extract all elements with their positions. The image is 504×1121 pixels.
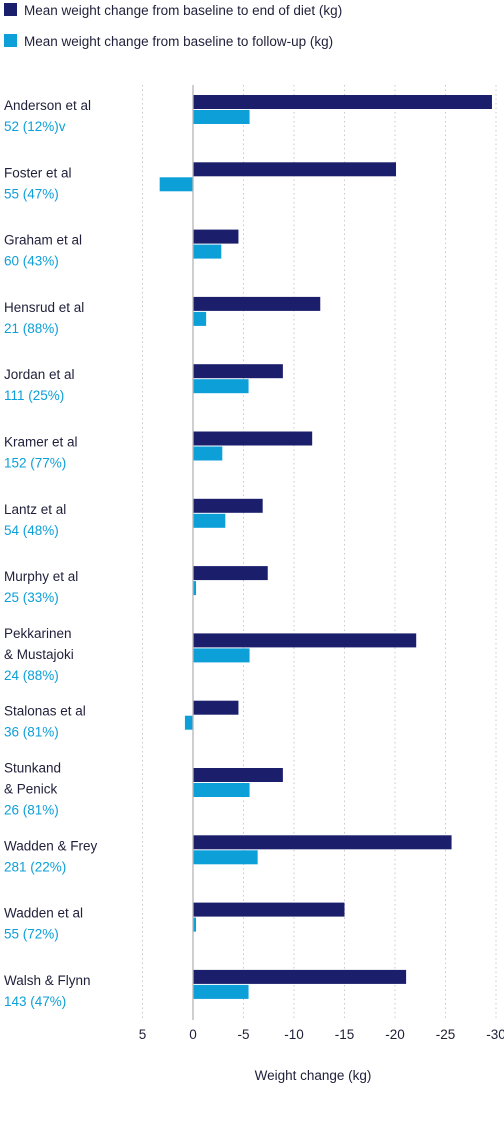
bar-follow-up-2 (193, 244, 222, 259)
x-tick-label-1: 0 (189, 1027, 197, 1042)
x-axis-title: Weight change (kg) (255, 1068, 372, 1083)
study-n-5: 152 (77%) (4, 456, 66, 471)
bar-follow-up-4 (193, 379, 249, 394)
legend-swatch-end-of-diet (4, 3, 17, 16)
study-name-3: Hensrud et al (4, 300, 84, 315)
x-tick-label-4: -15 (335, 1027, 355, 1042)
bar-end-of-diet-5 (193, 431, 313, 446)
study-n-1: 55 (47%) (4, 186, 59, 201)
x-tick-label-0: 5 (139, 1027, 147, 1042)
study-name-1: Foster et al (4, 165, 72, 180)
bar-end-of-diet-8 (193, 633, 417, 648)
study-name-10: Stunkand (4, 761, 61, 776)
study-n-8: 24 (88%) (4, 668, 59, 683)
bar-end-of-diet-9 (193, 700, 239, 715)
legend-label-follow-up: Mean weight change from baseline to foll… (24, 34, 333, 49)
bar-end-of-diet-11 (193, 835, 452, 850)
bar-end-of-diet-3 (193, 296, 321, 311)
x-tick-labels: 5 0 -5 -10 -15 -20 -25 -30 (139, 1027, 504, 1042)
study-n-6: 54 (48%) (4, 523, 59, 538)
study-name-8: Pekkarinen (4, 626, 72, 641)
bar-follow-up-0 (193, 110, 250, 124)
gridlines (142, 85, 497, 1020)
bar-end-of-diet-0 (193, 95, 492, 109)
study-n-4: 111 (25%) (4, 388, 64, 403)
study-name-12: Wadden et al (4, 906, 83, 921)
x-tick-label-3: -10 (284, 1027, 304, 1042)
legend-label-end-of-diet: Mean weight change from baseline to end … (24, 3, 342, 18)
bar-follow-up-13 (193, 984, 249, 999)
study-n-3: 21 (88%) (4, 321, 59, 336)
bar-follow-up-7 (193, 581, 197, 596)
bars (159, 95, 492, 999)
study-name-8: & Mustajoki (4, 647, 74, 662)
study-name-9: Stalonas et al (4, 704, 86, 719)
bar-follow-up-3 (193, 311, 207, 326)
study-labels: Anderson et al 52 (12%)v Foster et al 55 (4… (4, 98, 98, 1009)
study-n-13: 143 (47%) (4, 994, 66, 1009)
study-n-0: 52 (12%)v (4, 119, 66, 134)
study-name-10: & Penick (4, 782, 58, 797)
bar-end-of-diet-2 (193, 229, 239, 244)
x-tick-label-7: -30 (486, 1027, 504, 1042)
study-n-12: 55 (72%) (4, 927, 59, 942)
x-tick-label-6: -25 (436, 1027, 456, 1042)
bar-follow-up-10 (193, 783, 250, 797)
x-tick-label-5: -20 (385, 1027, 405, 1042)
bar-follow-up-9 (184, 715, 193, 730)
bar-end-of-diet-12 (193, 902, 345, 917)
study-name-13: Walsh & Flynn (4, 973, 91, 988)
bar-end-of-diet-10 (193, 768, 283, 782)
bar-follow-up-1 (159, 177, 193, 192)
legend: Mean weight change from baseline to end … (4, 3, 342, 49)
study-name-0: Anderson et al (4, 98, 91, 113)
bar-end-of-diet-13 (193, 969, 407, 984)
legend-swatch-follow-up (4, 34, 17, 47)
study-name-5: Kramer et al (4, 435, 78, 450)
study-n-9: 36 (81%) (4, 725, 59, 740)
bar-end-of-diet-4 (193, 364, 283, 379)
bar-end-of-diet-1 (193, 162, 397, 177)
x-tick-label-2: -5 (237, 1027, 249, 1042)
bar-follow-up-6 (193, 513, 226, 528)
study-n-2: 60 (43%) (4, 254, 59, 269)
study-n-10: 26 (81%) (4, 803, 59, 818)
study-name-7: Murphy et al (4, 569, 78, 584)
study-name-2: Graham et al (4, 233, 82, 248)
study-name-4: Jordan et al (4, 367, 75, 382)
study-name-6: Lantz et al (4, 502, 66, 517)
bar-end-of-diet-7 (193, 566, 268, 581)
bar-follow-up-11 (193, 850, 258, 865)
study-n-7: 25 (33%) (4, 590, 59, 605)
bar-follow-up-12 (193, 917, 197, 932)
bar-follow-up-5 (193, 446, 223, 461)
bar-follow-up-8 (193, 648, 250, 663)
study-n-11: 281 (22%) (4, 859, 66, 874)
study-name-11: Wadden & Frey (4, 838, 98, 853)
bar-end-of-diet-6 (193, 498, 263, 513)
